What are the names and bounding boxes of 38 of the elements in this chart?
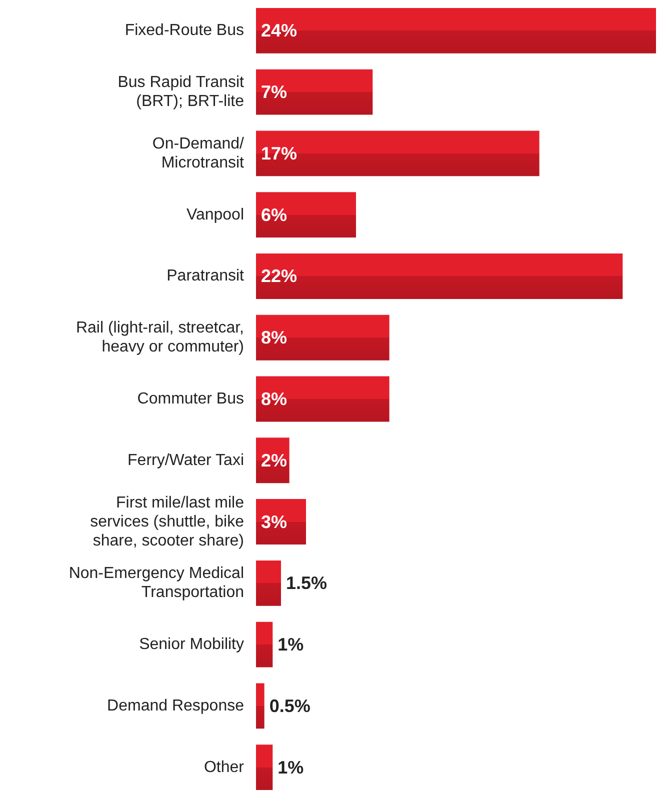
bar — [256, 499, 306, 544]
data-label: 22% — [261, 266, 298, 286]
bar — [256, 683, 264, 729]
bar — [256, 254, 623, 299]
data-label: 8% — [261, 328, 288, 348]
data-label: 1% — [278, 634, 304, 655]
y-tick-label: Non-Emergency Medical Transportation — [68, 565, 244, 602]
data-label: 7% — [261, 82, 288, 102]
data-label: 3% — [261, 512, 288, 532]
y-tick-label: Vanpool — [186, 206, 244, 224]
y-tick-label: Bus Rapid Transit (BRT); BRT-lite — [118, 74, 245, 110]
bar — [256, 130, 540, 176]
y-tick-label: Commuter Bus — [137, 390, 244, 408]
y-tick-label: Other — [204, 758, 245, 776]
data-label: 0.5% — [269, 696, 310, 716]
y-tick-label: On-Demand/ Microtransit — [152, 135, 245, 172]
y-tick-label: Fixed-Route Bus — [124, 22, 244, 40]
data-label: 1% — [278, 757, 304, 778]
data-label: 1.5% — [286, 573, 328, 594]
data-label: 17% — [261, 143, 298, 164]
data-label: 8% — [261, 389, 288, 409]
y-tick-label: Rail (light-rail, streetcar, heavy or commuter) — [76, 320, 244, 356]
bar — [256, 622, 273, 668]
y-tick-label: First mile/last mile services (shuttle, bike share, scooter share) — [90, 494, 244, 550]
bar — [256, 314, 390, 360]
data-label: 6% — [261, 204, 288, 225]
y-tick-label: Demand Response — [107, 697, 244, 714]
bar — [256, 192, 356, 238]
y-tick-label: Senior Mobility — [139, 636, 244, 654]
bar — [256, 69, 373, 115]
bar — [256, 8, 656, 54]
data-label: 24% — [261, 20, 298, 41]
y-tick-label: Ferry/Water Taxi — [128, 452, 244, 469]
bar — [256, 744, 273, 790]
bar — [256, 376, 390, 422]
data-label: 2% — [261, 450, 288, 470]
bar — [256, 560, 281, 606]
y-tick-label: Paratransit — [166, 268, 245, 285]
